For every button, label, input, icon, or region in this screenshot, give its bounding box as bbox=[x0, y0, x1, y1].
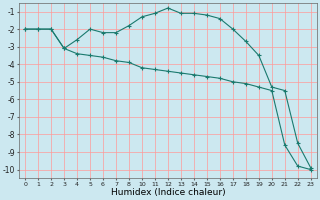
X-axis label: Humidex (Indice chaleur): Humidex (Indice chaleur) bbox=[111, 188, 225, 197]
